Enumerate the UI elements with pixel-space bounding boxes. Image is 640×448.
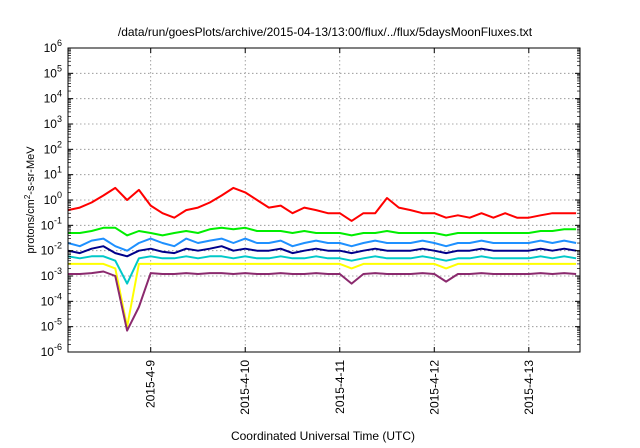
x-tick-label: 2015-4-11 <box>333 360 347 414</box>
series-line-4 <box>67 245 577 258</box>
x-tick-label: 2015-4-13 <box>522 360 536 415</box>
y-tick-base: 10 <box>44 66 58 80</box>
y-tick-base: 10 <box>44 142 58 156</box>
y-tick-label: 10-6 <box>41 342 62 359</box>
y-tick-label: 106 <box>44 38 62 55</box>
y-tick-exponent: 1 <box>57 165 62 175</box>
series-lines <box>67 186 577 332</box>
y-tick-base: 10 <box>44 193 58 207</box>
y-tick-base: 10 <box>44 41 58 55</box>
y-tick-label: 10-5 <box>41 317 62 334</box>
y-tick-label: 103 <box>44 114 62 131</box>
y-tick-label: 10-4 <box>41 291 62 308</box>
x-tick-label: 2015-4-10 <box>238 360 252 415</box>
axis-ticks <box>68 47 580 353</box>
y-tick-exponent: -4 <box>54 291 62 301</box>
y-tick-label: 10-3 <box>41 266 62 283</box>
y-tick-exponent: -2 <box>54 241 62 251</box>
series-line-2 <box>68 226 577 237</box>
y-tick-exponent: -1 <box>54 215 62 225</box>
y-tick-base: 10 <box>41 294 55 308</box>
y-tick-base: 10 <box>44 168 58 182</box>
y-tick-exponent: -6 <box>54 342 62 352</box>
y-axis-label-superscript: 2 <box>23 194 32 199</box>
y-tick-label: 102 <box>44 139 62 156</box>
grid-lines <box>68 48 580 352</box>
x-tick-label: 2015-4-9 <box>144 360 158 408</box>
y-tick-label: 10-1 <box>41 215 62 232</box>
y-axis-label-suffix: -s-sr-MeV <box>25 146 37 195</box>
y-axis-label: protons/cm2-s-sr-MeV <box>23 146 37 254</box>
y-tick-base: 10 <box>41 244 55 258</box>
series-line-5 <box>67 255 577 285</box>
y-tick-base: 10 <box>44 117 58 131</box>
x-axis-label: Coordinated Universal Time (UTC) <box>231 429 415 443</box>
series-line-1 <box>67 186 577 222</box>
y-tick-exponent: 4 <box>57 89 62 99</box>
y-tick-exponent: 6 <box>57 38 62 48</box>
y-tick-label: 104 <box>44 89 62 106</box>
y-tick-labels: 10-610-510-410-310-210-11001011021031041… <box>41 38 62 359</box>
y-tick-exponent: 3 <box>57 114 62 124</box>
y-tick-base: 10 <box>44 92 58 106</box>
y-tick-base: 10 <box>41 218 55 232</box>
x-tick-label: 2015-4-12 <box>427 360 441 415</box>
y-tick-exponent: 2 <box>57 139 62 149</box>
series-line-3 <box>67 237 577 252</box>
y-tick-label: 101 <box>44 165 62 182</box>
y-axis-label-prefix: protons/cm <box>25 199 37 253</box>
y-tick-exponent: 5 <box>57 63 62 73</box>
y-tick-base: 10 <box>41 269 55 283</box>
y-tick-label: 105 <box>44 63 62 80</box>
y-tick-exponent: -3 <box>54 266 62 276</box>
series-line-6 <box>68 262 577 328</box>
x-tick-labels: 2015-4-9 2015-4-10 2015-4-11 2015-4-12 2015-… <box>144 360 536 415</box>
chart-title: /data/run/goesPlots/archive/2015-04-13/1… <box>118 25 533 39</box>
y-tick-label: 10-2 <box>41 241 62 258</box>
y-tick-label: 100 <box>44 190 62 207</box>
series-line-7 <box>68 270 577 332</box>
y-tick-base: 10 <box>41 320 55 334</box>
y-tick-base: 10 <box>41 345 55 359</box>
y-tick-exponent: -5 <box>54 317 62 327</box>
y-tick-exponent: 0 <box>57 190 62 200</box>
